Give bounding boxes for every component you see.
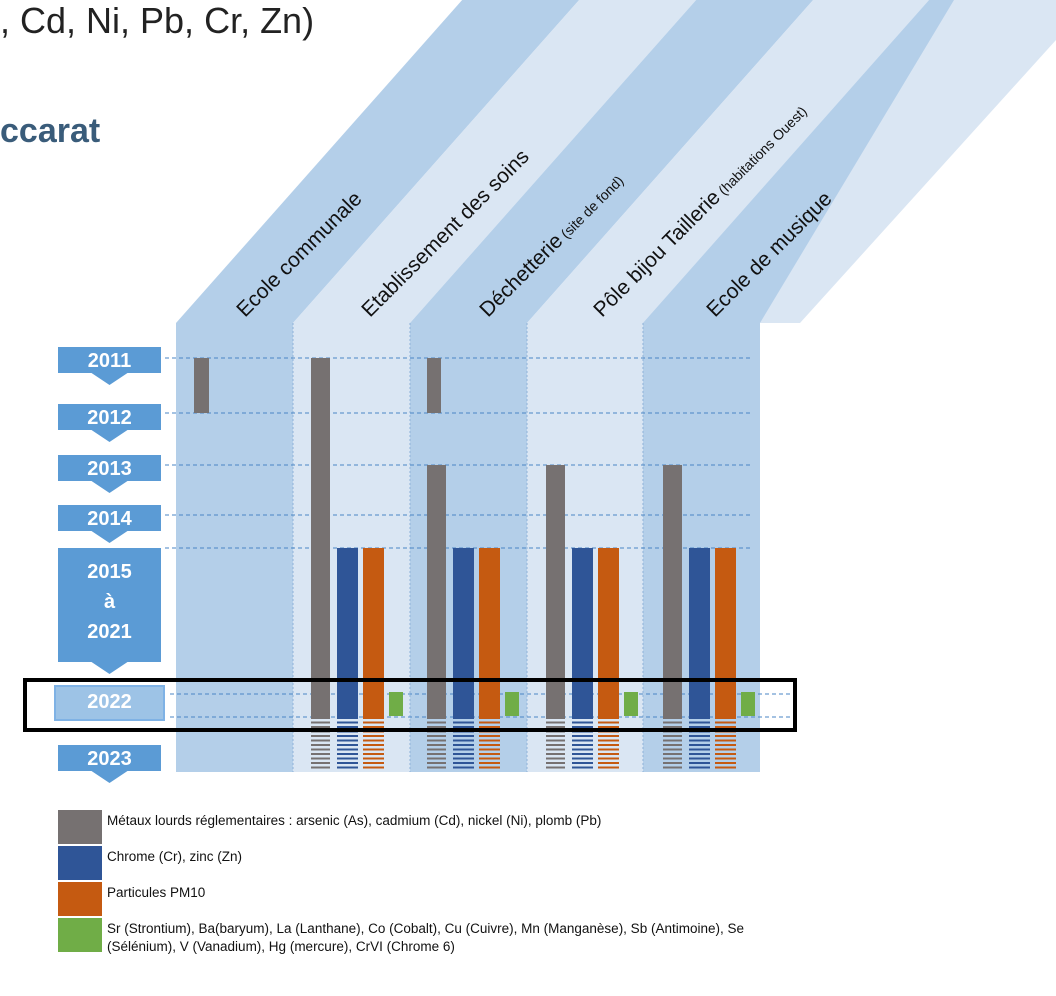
year-box-2023: [58, 745, 161, 783]
year-box-2011: [58, 347, 161, 385]
bar-chrome-zinc: [337, 548, 358, 717]
bar-metaux-ecole-communale: [194, 358, 209, 413]
year-label: 2011: [88, 350, 131, 372]
legend-item-pm10: Particules PM10: [58, 880, 778, 916]
legend-item-autres: Sr (Strontium), Ba(baryum), La (Lanthane…: [58, 916, 778, 996]
year-box-2014: [58, 505, 161, 543]
year-label: 2022: [87, 691, 132, 713]
bar-pm10: [363, 548, 384, 717]
bar-pm10: [479, 548, 500, 717]
site-band-1: [176, 323, 293, 772]
bar-chrome-zinc: [453, 548, 474, 717]
site-band-diagonal-4: [527, 0, 931, 323]
legend-swatch-chrome-zinc: [58, 846, 102, 880]
legend-item-metaux: Métaux lourds réglementaires : arsenic (…: [58, 808, 778, 844]
bar-autres-2022: [389, 692, 403, 716]
legend: Métaux lourds réglementaires : arsenic (…: [58, 808, 778, 996]
title-line-1: , Cd, Ni, Pb, Cr, Zn): [0, 0, 315, 41]
site-band-extra: [760, 0, 1056, 323]
bar-chrome-zinc: [572, 548, 593, 717]
year-label: 2013: [87, 458, 132, 480]
legend-label-autres: Sr (Strontium), Ba(baryum), La (Lanthane…: [107, 921, 744, 954]
year-label: 2012: [87, 407, 132, 429]
legend-swatch-autres: [58, 918, 102, 952]
year-box-2012: [58, 404, 161, 442]
bar-metaux: [663, 465, 682, 717]
site-band-diagonal-2: [293, 0, 697, 323]
bar-metaux: [427, 465, 446, 717]
bar-autres-2022: [741, 692, 755, 716]
highlight-2022-frame: [23, 678, 797, 732]
year-box-2015: [58, 548, 161, 674]
legend-label-chrome-zinc: Chrome (Cr), zinc (Zn): [107, 849, 243, 864]
bar-pm10: [598, 548, 619, 717]
bar-metaux-dechetterie-2011: [427, 358, 441, 413]
year-label: 2021: [87, 621, 132, 643]
bar-pm10: [715, 548, 736, 717]
legend-swatch-pm10: [58, 882, 102, 916]
site-band-diagonal-3: [410, 0, 814, 323]
legend-item-chrome-zinc: Chrome (Cr), zinc (Zn): [58, 844, 778, 880]
bar-autres-2022: [505, 692, 519, 716]
bar-metaux: [546, 465, 565, 717]
legend-label-metaux: Métaux lourds réglementaires : arsenic (…: [107, 813, 602, 828]
year-label: 2023: [87, 748, 132, 770]
legend-swatch-metaux: [58, 810, 102, 844]
year-label: 2015: [87, 561, 132, 583]
bar-autres-2022: [624, 692, 638, 716]
year-box-2013: [58, 455, 161, 493]
year-label: à: [104, 591, 116, 613]
year-label: 2014: [87, 508, 132, 530]
site-band-diagonal-1: [176, 0, 580, 323]
year-timeline: 2011 2012 2013 2014 2015 à 2021 2022 2023: [54, 347, 165, 783]
legend-label-pm10: Particules PM10: [107, 885, 206, 900]
bar-chrome-zinc: [689, 548, 710, 717]
title-line-2: ccarat: [0, 112, 101, 150]
year-box-2022: [54, 685, 165, 721]
bar-metaux: [311, 358, 330, 717]
